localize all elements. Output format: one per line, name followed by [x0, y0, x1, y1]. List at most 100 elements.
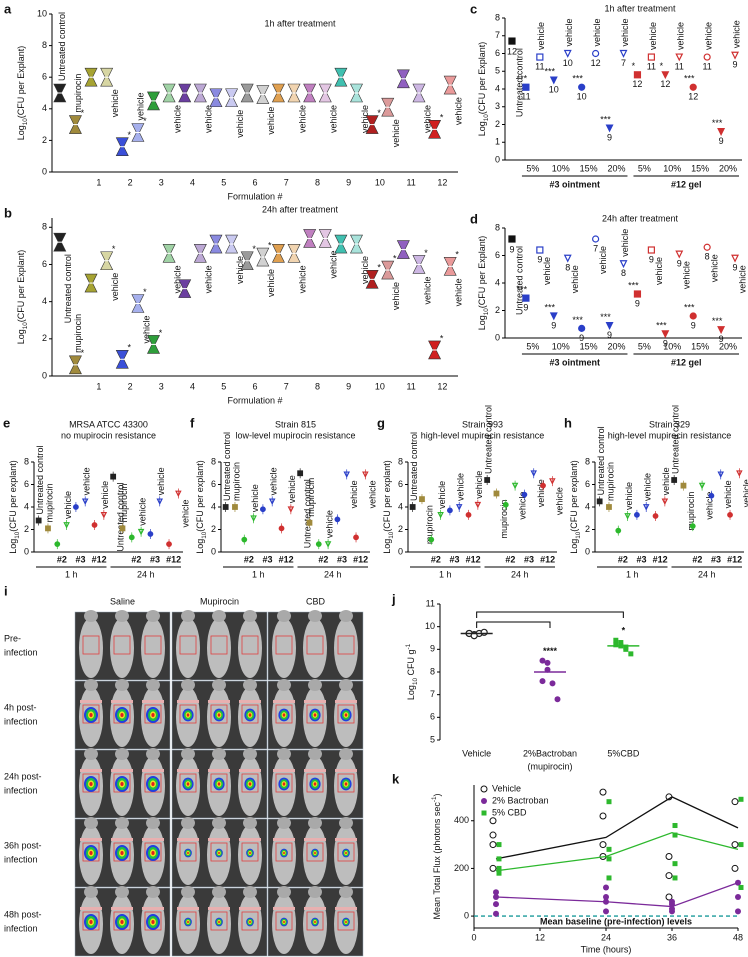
y-tick-label: 2 — [585, 524, 590, 534]
significance: *** — [545, 302, 556, 312]
y-tick-label: 2 — [42, 135, 47, 145]
legend-label: Vehicle — [492, 783, 521, 793]
point — [735, 894, 741, 901]
signal — [218, 920, 220, 924]
roi-tag — [80, 769, 102, 772]
label-part: (CFU per explant) — [195, 460, 205, 532]
y-tick-label: 2 — [398, 524, 403, 534]
rotated-label: Untreated control — [63, 254, 73, 323]
y-tick-label: 4 — [42, 103, 47, 113]
panel-label: b — [4, 205, 12, 220]
chart-title: 24h after treatment — [602, 213, 679, 223]
significance: * — [128, 343, 132, 353]
marker — [717, 128, 726, 136]
y-tick-label: 7 — [430, 689, 435, 699]
row-label: 48h post- — [4, 909, 42, 919]
row-label: 36h post- — [4, 840, 42, 850]
rotated-label: vehicle — [536, 479, 546, 507]
roi-box — [179, 842, 197, 862]
roi-box — [179, 704, 197, 724]
roi-tag — [177, 769, 199, 772]
rotated-label: Untreated control — [671, 405, 681, 474]
significance: *** — [656, 320, 667, 330]
n-label: 11 — [702, 61, 711, 71]
label-part: Log — [406, 685, 416, 700]
roi-box — [113, 635, 131, 655]
signal — [314, 920, 316, 924]
y-axis-label: Log10(CFU per Explant) — [16, 250, 29, 345]
time-label: 1 h — [626, 569, 639, 579]
n-label: 10 — [563, 58, 573, 68]
label-part: (CFU per explant) — [8, 460, 18, 532]
signal — [89, 851, 93, 855]
mouse-head — [146, 610, 160, 622]
x-tick-label: 6 — [252, 177, 257, 187]
row-label: infection — [4, 647, 38, 657]
time-label: 24 h — [324, 569, 342, 579]
y-tick-label: 6 — [585, 479, 590, 489]
rotated-label: vehicle — [620, 229, 630, 257]
bracket — [476, 621, 551, 628]
y-tick-label: 6 — [42, 72, 47, 82]
x-tick-label: 0 — [471, 932, 476, 942]
rotated-label: vehicle — [474, 471, 484, 499]
label-part: 10 — [412, 678, 419, 686]
marker — [578, 324, 586, 332]
label-part: (CFU per Explant) — [16, 250, 26, 323]
group-label: #2 — [244, 554, 254, 564]
chart-title: high-level mupirocin resistance — [608, 430, 732, 440]
group-label: #12 — [653, 554, 668, 564]
rotated-label: vehicle — [250, 484, 260, 512]
baseline-label: Mean baseline (pre-infection) levels — [540, 916, 692, 926]
roi-tag — [208, 700, 230, 703]
mouse — [303, 618, 327, 678]
rotated-label: Untreated control — [484, 405, 494, 474]
y-tick-label: 10 — [425, 621, 435, 631]
point — [539, 657, 546, 664]
roi-box — [306, 773, 324, 793]
label-part: ) — [432, 793, 442, 796]
time-label: 1 h — [252, 569, 265, 579]
panel-label: f — [190, 415, 195, 430]
significance: *** — [600, 114, 611, 124]
signal — [345, 920, 347, 924]
y-tick-label: 6 — [430, 712, 435, 722]
legend-label: 2% Bactroban — [492, 795, 549, 805]
rotated-label: mupirocin — [231, 462, 241, 501]
group-label: #3 — [76, 554, 86, 564]
y-tick-label: 5 — [430, 734, 435, 744]
point — [603, 884, 609, 891]
panel-label: k — [392, 771, 400, 786]
mouse-head — [84, 610, 98, 622]
roi-box — [275, 842, 293, 862]
mouse — [334, 618, 358, 678]
rotated-label: Untreated control — [514, 246, 524, 315]
marker — [647, 246, 655, 254]
label-part: Log — [569, 539, 579, 554]
marker — [633, 290, 642, 298]
rotated-label: vehicle — [643, 473, 653, 501]
signal — [218, 851, 220, 855]
marker — [563, 49, 572, 58]
mouse-head — [84, 817, 98, 829]
n-label: 7 — [621, 58, 626, 68]
signal — [151, 782, 155, 786]
x-axis-label: Formulation # — [227, 191, 282, 201]
panel-label: e — [3, 415, 10, 430]
n-label: 12 — [688, 92, 698, 102]
column-header: Mupirocin — [200, 596, 239, 606]
rotated-label: mupirocin — [73, 74, 83, 113]
roi-tag — [208, 838, 230, 841]
signal — [249, 920, 251, 924]
label-part: Mean Total Flux (photons sec — [432, 802, 442, 920]
point — [606, 846, 612, 852]
marker — [661, 330, 670, 339]
mouse-head — [277, 679, 291, 691]
point — [665, 853, 673, 860]
y-tick-label: 6 — [495, 250, 500, 260]
roi-box — [144, 635, 162, 655]
y-tick-label: 8 — [430, 666, 435, 676]
signal — [151, 920, 155, 924]
rotated-label: Untreated control — [35, 445, 45, 514]
mouse-head — [115, 886, 129, 898]
